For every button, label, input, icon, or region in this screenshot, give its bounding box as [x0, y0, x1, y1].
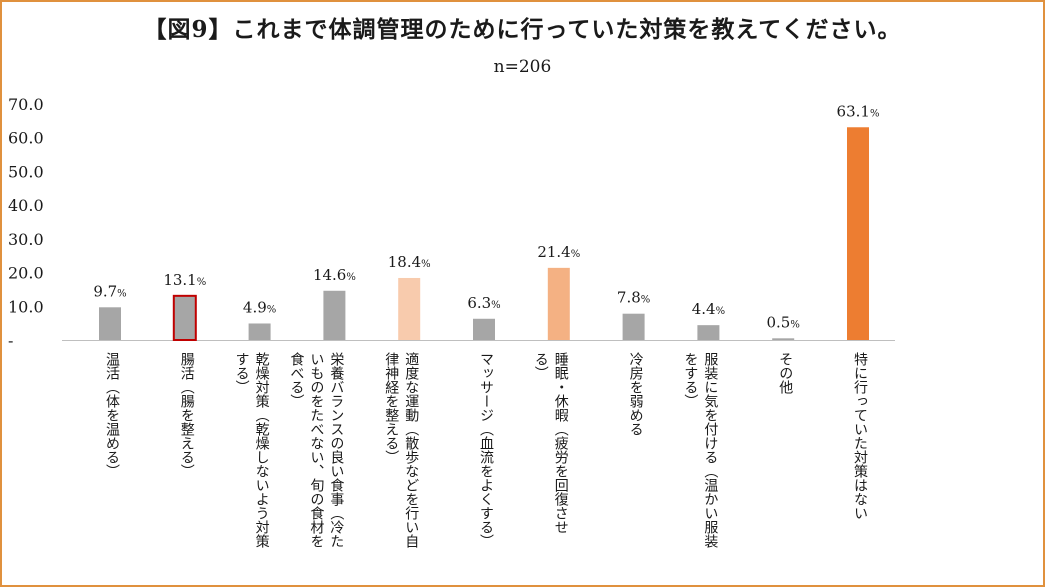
y-tick-label: 70.0 — [8, 95, 44, 114]
y-tick-label: - — [8, 331, 13, 350]
bar — [473, 318, 495, 340]
bar — [547, 267, 570, 340]
data-label: 18.4% — [388, 253, 431, 271]
bar — [248, 323, 271, 340]
data-label: 7.8% — [617, 289, 650, 307]
category-label: 適度な運動（散歩などを行い自 — [403, 351, 419, 548]
y-tick-label: 20.0 — [8, 264, 44, 283]
category-label: 栄養バランスの良い食事（冷た — [328, 352, 344, 548]
category-label: いものをたべない、旬の食材を — [308, 352, 324, 548]
category-label: をする） — [682, 352, 698, 408]
category-label: 特に行っていた対策はない — [852, 352, 868, 520]
chart-subtitle: n=206 — [493, 57, 552, 77]
category-label: 冷房を弱める — [628, 352, 644, 436]
category-label: 腸活（腸を整える） — [179, 352, 195, 478]
category-label: 睡眠・休暇（疲労を回復させ — [553, 352, 569, 534]
bar — [772, 338, 795, 340]
data-label: 6.3% — [467, 294, 500, 312]
y-tick-label: 10.0 — [8, 297, 44, 316]
bar — [172, 294, 197, 342]
category-label: る） — [533, 352, 549, 380]
data-label: 63.1% — [837, 102, 880, 120]
bar — [697, 325, 720, 340]
data-label: 21.4% — [537, 243, 580, 261]
category-label: 乾燥対策（乾燥しないよう対策 — [254, 352, 270, 548]
category-label: 食べる） — [288, 351, 304, 408]
category-label: する） — [234, 352, 250, 394]
category-label: 温活（体を温める） — [104, 352, 120, 478]
chart-title: 【図9】これまで体調管理のために行っていた対策を教えてください。 — [143, 16, 902, 43]
y-tick-label: 30.0 — [8, 230, 44, 249]
category-label: その他 — [777, 352, 793, 395]
category-label: 服装に気を付ける（温かい服装 — [702, 352, 718, 548]
data-label: 9.7% — [93, 282, 126, 300]
data-label: 4.4% — [692, 300, 725, 318]
data-label: 13.1% — [163, 271, 206, 289]
data-label: 14.6% — [313, 266, 356, 284]
bar — [323, 290, 346, 340]
data-label: 4.9% — [243, 298, 276, 316]
bar — [99, 307, 121, 340]
category-label: マッサージ（血流をよくする） — [478, 352, 494, 548]
y-tick-label: 50.0 — [8, 162, 44, 181]
y-tick-label: 60.0 — [8, 129, 44, 148]
bar — [622, 313, 645, 340]
data-label: 0.5% — [767, 313, 800, 331]
bar — [847, 127, 869, 341]
bar — [398, 277, 421, 340]
y-tick-label: 40.0 — [8, 196, 44, 215]
category-label: 律神経を整える） — [383, 352, 399, 464]
